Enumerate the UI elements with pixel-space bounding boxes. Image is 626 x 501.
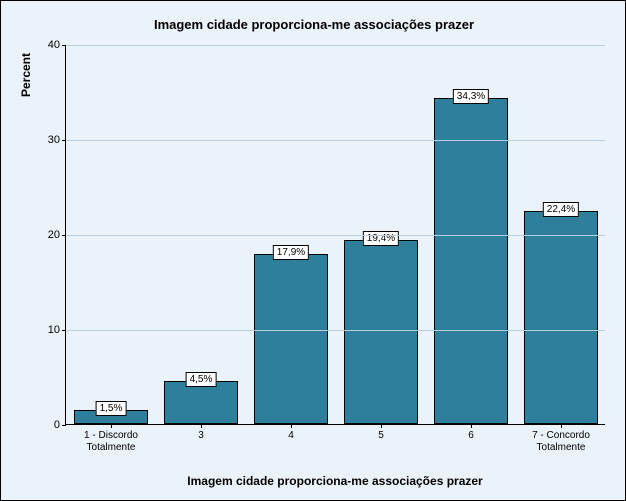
chart-title: Imagem cidade proporciona-me associações… <box>1 17 626 32</box>
x-tick-label: 6 <box>426 430 516 442</box>
y-gridline <box>66 330 605 331</box>
bar: 1,5% <box>74 410 148 424</box>
x-tick-mark <box>291 424 292 428</box>
chart-frame: Imagem cidade proporciona-me associações… <box>0 0 626 501</box>
bar-value-label: 19,4% <box>363 231 399 246</box>
y-tick-mark <box>62 140 66 141</box>
bar: 4,5% <box>164 381 238 424</box>
x-tick-label: 5 <box>336 430 426 442</box>
y-tick-mark <box>62 235 66 236</box>
bar: 19,4% <box>344 240 418 424</box>
x-tick-label: 4 <box>246 430 336 442</box>
bar: 34,3% <box>434 98 508 424</box>
x-tick-label: 3 <box>156 430 246 442</box>
y-tick-label: 20 <box>48 229 60 241</box>
y-axis-label: Percent <box>19 0 33 265</box>
y-gridline <box>66 140 605 141</box>
y-tick-label: 30 <box>48 134 60 146</box>
x-tick-mark <box>471 424 472 428</box>
bar: 17,9% <box>254 254 328 424</box>
bar: 22,4% <box>524 211 598 424</box>
x-tick-mark <box>111 424 112 428</box>
x-tick-mark <box>561 424 562 428</box>
y-tick-label: 10 <box>48 324 60 336</box>
x-tick-label: 7 - Concordo Totalmente <box>516 430 606 453</box>
bar-value-label: 4,5% <box>186 372 217 387</box>
y-gridline <box>66 45 605 46</box>
y-tick-label: 40 <box>48 39 60 51</box>
bar-value-label: 17,9% <box>273 245 309 260</box>
y-gridline <box>66 235 605 236</box>
y-tick-label: 0 <box>54 419 60 431</box>
x-tick-label: 1 - Discordo Totalmente <box>66 430 156 453</box>
x-axis-label: Imagem cidade proporciona-me associações… <box>65 474 605 488</box>
bar-value-label: 34,3% <box>453 89 489 104</box>
x-tick-mark <box>201 424 202 428</box>
x-tick-mark <box>381 424 382 428</box>
y-tick-mark <box>62 425 66 426</box>
y-tick-mark <box>62 45 66 46</box>
bar-value-label: 22,4% <box>543 202 579 217</box>
bar-value-label: 1,5% <box>96 401 127 416</box>
plot-area: 1,5%4,5%17,9%19,4%34,3%22,4% 0102030401 … <box>65 45 605 425</box>
y-tick-mark <box>62 330 66 331</box>
